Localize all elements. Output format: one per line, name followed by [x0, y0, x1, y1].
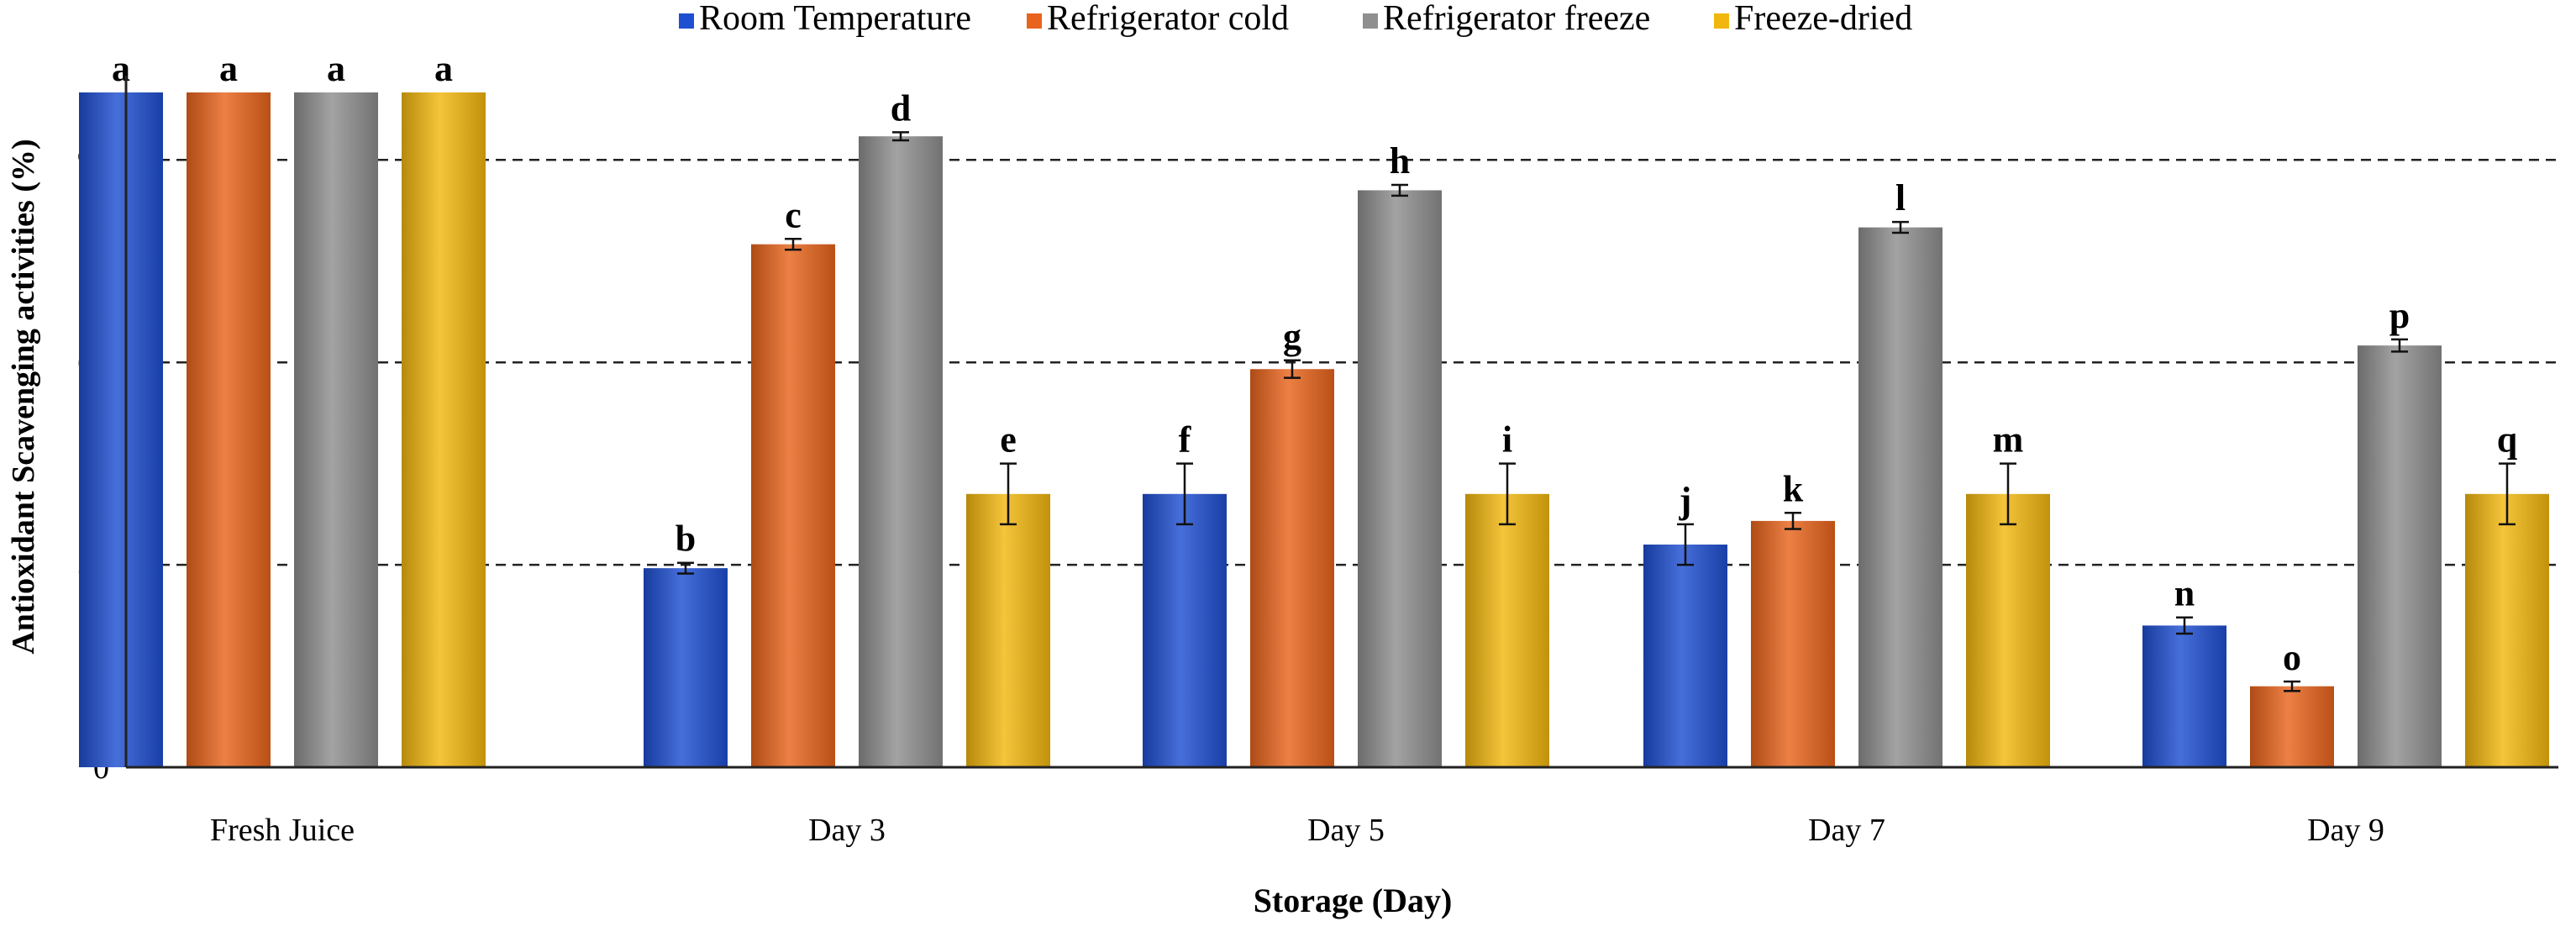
legend-swatch-room-temperature — [679, 13, 694, 29]
y-axis-title: Antioxidant Scavenging activities (%) — [6, 139, 41, 654]
data-label-room-temperature-day-3: b — [676, 519, 696, 560]
data-label-freeze-dried-day-9: q — [2497, 419, 2518, 461]
x-tick-label-day-5: Day 5 — [1307, 813, 1385, 848]
bar-freeze-dried-day-3 — [966, 493, 1050, 767]
bar-room-temperature-fresh-juice — [79, 92, 163, 767]
bar-refrigerator-cold-day-3 — [751, 244, 835, 767]
data-label-refrigerator-freeze-day-3: d — [891, 87, 911, 129]
data-label-room-temperature-day-5: f — [1179, 419, 1192, 461]
legend-label-refrigerator-cold: Refrigerator cold — [1047, 0, 1289, 38]
legend-label-room-temperature: Room Temperature — [699, 0, 971, 38]
bar-refrigerator-freeze-fresh-juice — [294, 92, 378, 767]
bar-freeze-dried-day-5 — [1465, 493, 1549, 767]
legend-swatch-refrigerator-freeze — [1363, 13, 1378, 29]
legend-swatch-freeze-dried — [1714, 13, 1729, 29]
data-label-room-temperature-day-7: j — [1679, 480, 1692, 521]
legend: Room Temperature Refrigerator cold Refri… — [679, 0, 1912, 38]
x-tick-label-fresh-juice: Fresh Juice — [210, 813, 355, 848]
data-label-freeze-dried-day-5: i — [1502, 419, 1512, 461]
data-label-room-temperature-day-9: n — [2174, 573, 2195, 614]
bar-refrigerator-freeze-day-3 — [859, 136, 943, 767]
data-label-freeze-dried-fresh-juice: a — [434, 48, 453, 89]
data-label-refrigerator-freeze-fresh-juice: a — [327, 48, 345, 89]
bar-refrigerator-cold-fresh-juice — [187, 92, 271, 767]
legend-label-refrigerator-freeze: Refrigerator freeze — [1383, 0, 1650, 38]
data-label-refrigerator-cold-day-9: o — [2283, 637, 2301, 678]
data-label-refrigerator-freeze-day-9: p — [2389, 295, 2410, 336]
legend-label-freeze-dried: Freeze-dried — [1734, 0, 1912, 38]
data-label-refrigerator-cold-day-5: g — [1283, 316, 1301, 357]
bar-room-temperature-day-5 — [1143, 493, 1227, 767]
bar-refrigerator-freeze-day-7 — [1858, 227, 1943, 768]
bar-freeze-dried-fresh-juice — [402, 92, 486, 767]
x-tick-label-day-7: Day 7 — [1808, 813, 1885, 848]
bar-refrigerator-freeze-day-9 — [2358, 345, 2442, 767]
data-label-refrigerator-freeze-day-7: l — [1895, 177, 1906, 218]
bar-room-temperature-day-7 — [1643, 545, 1727, 767]
bar-refrigerator-freeze-day-5 — [1358, 190, 1442, 767]
data-label-freeze-dried-day-7: m — [1993, 419, 2024, 461]
bar-freeze-dried-day-9 — [2465, 493, 2549, 767]
legend-swatch-refrigerator-cold — [1027, 13, 1042, 29]
x-axis-title: Storage (Day) — [1254, 882, 1453, 919]
data-label-refrigerator-cold-fresh-juice: a — [219, 48, 238, 89]
data-label-refrigerator-cold-day-3: c — [785, 194, 802, 235]
x-tick-label-day-9: Day 9 — [2307, 813, 2384, 848]
data-label-room-temperature-fresh-juice: a — [112, 48, 130, 89]
bar-refrigerator-cold-day-7 — [1751, 520, 1835, 767]
data-label-refrigerator-freeze-day-5: h — [1390, 140, 1410, 182]
bar-refrigerator-cold-day-5 — [1250, 369, 1334, 767]
data-label-refrigerator-cold-day-7: k — [1783, 468, 1804, 509]
x-tick-label-day-3: Day 3 — [808, 813, 886, 848]
bar-refrigerator-cold-day-9 — [2250, 686, 2334, 767]
bar-room-temperature-day-9 — [2142, 625, 2226, 767]
bar-freeze-dried-day-7 — [1966, 493, 2050, 767]
bar-room-temperature-day-3 — [644, 568, 728, 767]
data-label-freeze-dried-day-3: e — [1000, 419, 1017, 461]
